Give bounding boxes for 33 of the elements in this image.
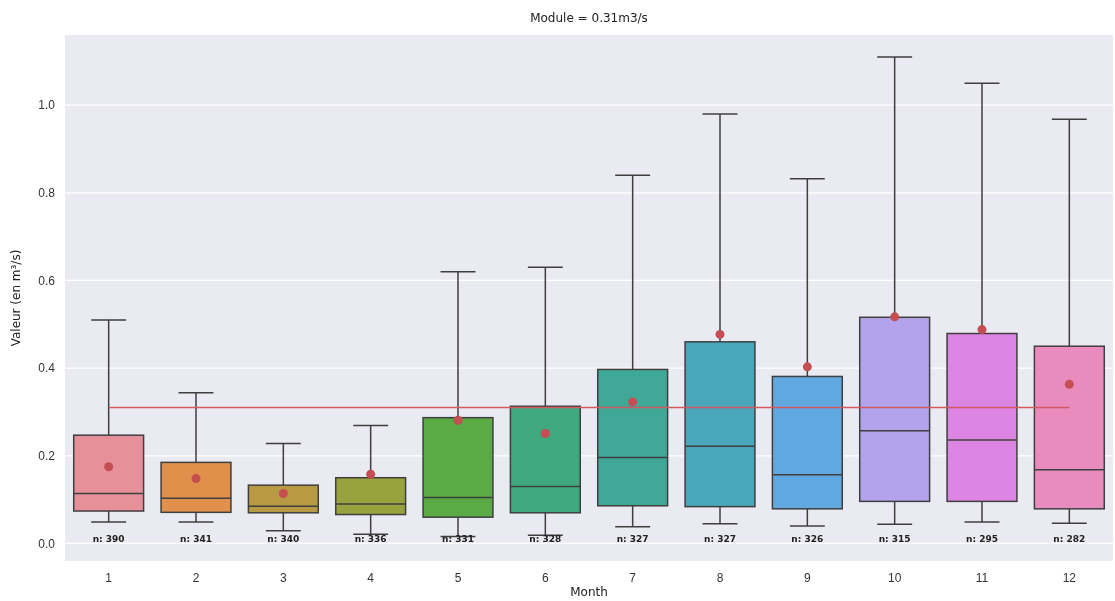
- annotation: n: 282: [1053, 534, 1086, 545]
- x-tick-label: 12: [1062, 570, 1077, 585]
- x-tick-label: 8: [716, 570, 724, 585]
- annotation: n: 336: [354, 534, 387, 545]
- annotation: n: 326: [791, 534, 824, 545]
- annotation: n: 327: [704, 534, 736, 545]
- x-tick-label: 4: [367, 570, 375, 585]
- annotation: n: 327: [616, 534, 649, 545]
- annotation: n: 340: [267, 534, 300, 545]
- x-tick-label: 9: [803, 570, 811, 585]
- x-tick-label: 6: [541, 570, 549, 585]
- x-tick-label: 7: [629, 570, 637, 585]
- y-axis-title: Valeur (en m³/s): [9, 249, 23, 347]
- y-tick-label: 0.6: [38, 273, 56, 288]
- x-tick-label: 11: [975, 570, 989, 585]
- x-tick-label: 3: [279, 570, 287, 585]
- annotation: n: 341: [180, 534, 212, 545]
- x-tick-label: 5: [454, 570, 462, 585]
- y-tick-label: 0.4: [38, 361, 56, 376]
- x-tick-label: 10: [887, 570, 902, 585]
- y-tick-label: 0.0: [38, 536, 56, 551]
- annotation: n: 390: [92, 534, 125, 545]
- x-axis-title: Month: [570, 585, 608, 599]
- annotation: n: 295: [966, 534, 998, 545]
- x-tick-label: 2: [192, 570, 200, 585]
- annotation: n: 331: [442, 534, 474, 545]
- x-tick-label: 1: [105, 570, 113, 585]
- annotation: n: 328: [529, 534, 562, 545]
- annotation: n: 315: [878, 534, 911, 545]
- y-tick-label: 0.8: [38, 186, 56, 201]
- y-tick-label: 1.0: [38, 98, 56, 113]
- chart-title: Module = 0.31m3/s: [530, 11, 648, 25]
- y-tick-label: 0.2: [38, 449, 56, 464]
